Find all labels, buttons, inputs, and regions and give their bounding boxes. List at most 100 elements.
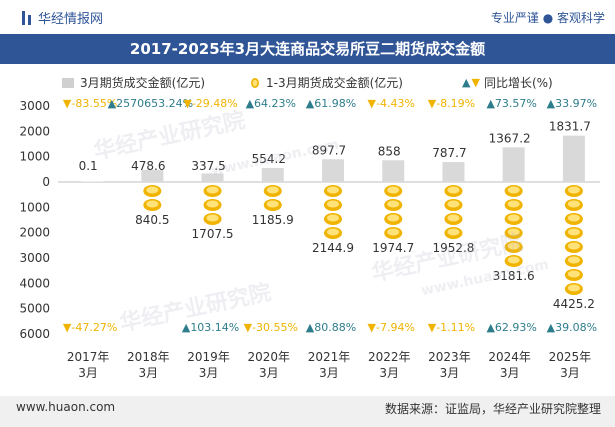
y-tick-label: 2000 xyxy=(19,124,50,138)
coin-highlight xyxy=(206,214,219,222)
x-tick-label: 2018年 xyxy=(127,350,170,364)
monthly-value-label: 787.7 xyxy=(432,146,466,160)
coin-highlight xyxy=(567,214,580,222)
footer-source: 数据来源：证监局，华经产业研究院整理 xyxy=(384,402,601,416)
cumulative-bar xyxy=(564,185,583,295)
coin-highlight xyxy=(567,228,580,236)
top-bar: 华经情报网 专业严谨 ● 客观科学 xyxy=(0,0,615,34)
monthly-bar xyxy=(201,173,224,182)
footer xyxy=(0,396,615,427)
coin-highlight xyxy=(567,256,580,264)
monthly-value-label: 0.1 xyxy=(79,159,98,173)
legend-swatch-monthly xyxy=(62,77,74,88)
monthly-growth-label: ▲2570653.24% xyxy=(108,97,193,110)
x-tick-label: 2019年 xyxy=(187,350,230,364)
cumulative-value-label: 1707.5 xyxy=(192,227,234,241)
chart-title: 2017-2025年3月大连商品交易所豆二期货成交金额 xyxy=(129,40,486,58)
title-bar xyxy=(0,34,615,64)
monthly-value-label: 478.6 xyxy=(131,159,165,173)
monthly-bar xyxy=(502,147,525,182)
x-tick-label: 2017年 xyxy=(67,350,110,364)
coin-highlight xyxy=(567,186,580,194)
y-tick-label: 1000 xyxy=(19,200,50,214)
monthly-growth-label: ▼-8.19% xyxy=(428,97,475,110)
y-tick-label: 5000 xyxy=(19,302,50,316)
cumulative-growth-label: ▲103.14% xyxy=(182,321,239,334)
x-tick-label: 2023年 xyxy=(428,350,471,364)
coin-highlight xyxy=(507,228,520,236)
coin-highlight xyxy=(447,214,460,222)
monthly-growth-label: ▼-4.43% xyxy=(368,97,415,110)
cumulative-growth-label: ▼-30.55% xyxy=(244,321,298,334)
x-tick-label: 3月 xyxy=(440,366,460,380)
x-tick-label: 2021年 xyxy=(308,350,351,364)
x-tick-label: 3月 xyxy=(199,366,219,380)
x-tick-label: 2024年 xyxy=(488,350,531,364)
legend-swatch-coin-icon xyxy=(251,77,259,88)
brand-name: 华经情报网 xyxy=(38,12,104,27)
coin-highlight xyxy=(327,200,339,208)
cumulative-growth-label: ▼-7.94% xyxy=(368,321,415,334)
monthly-value-label: 554.2 xyxy=(252,152,286,166)
tagline: 专业严谨 ● 客观科学 xyxy=(490,11,605,25)
coin-highlight xyxy=(266,200,279,208)
footer-website[interactable]: www.huaon.com xyxy=(16,400,116,414)
monthly-growth-label: ▲33.97% xyxy=(547,97,597,110)
cumulative-value-label: 3181.6 xyxy=(493,269,535,283)
coin-highlight xyxy=(447,186,460,194)
y-tick-label: 4000 xyxy=(19,276,50,290)
cumulative-growth-label: ▲62.93% xyxy=(486,321,536,334)
coin-highlight xyxy=(327,228,339,236)
coin-highlight xyxy=(567,284,580,292)
coin-highlight xyxy=(266,186,279,194)
x-tick-label: 3月 xyxy=(379,366,399,380)
cumulative-value-label: 840.5 xyxy=(135,213,169,227)
monthly-bar xyxy=(261,167,284,182)
triangle-up-icon: ▲ xyxy=(462,76,471,89)
monthly-bar xyxy=(141,169,164,182)
x-tick-label: 3月 xyxy=(500,366,520,380)
legend-label-growth: 同比增长(%) xyxy=(483,76,553,90)
cumulative-bar xyxy=(444,185,463,239)
y-tick-label: 3000 xyxy=(19,251,50,265)
monthly-bar xyxy=(562,135,585,182)
legend-label-cumulative: 1-3月期货成交金额(亿元) xyxy=(266,76,403,90)
cumulative-bar xyxy=(504,185,523,267)
x-tick-label: 2022年 xyxy=(368,350,411,364)
x-tick-label: 3月 xyxy=(259,366,279,380)
monthly-bar xyxy=(442,162,465,182)
triangle-down-icon: ▼ xyxy=(471,76,480,89)
monthly-value-label: 1831.7 xyxy=(549,120,591,134)
legend-item-growth: ▲ ▼ 同比增长(%) xyxy=(462,74,553,91)
cumulative-value-label: 2144.9 xyxy=(312,241,354,255)
legend-label-monthly: 3月期货成交金额(亿元) xyxy=(80,76,205,90)
monthly-growth-label: ▲73.57% xyxy=(486,97,536,110)
monthly-value-label: 858 xyxy=(378,144,401,158)
coin-highlight xyxy=(206,186,219,194)
legend-item-monthly: 3月期货成交金额(亿元) xyxy=(62,74,205,91)
x-tick-label: 2020年 xyxy=(248,350,291,364)
coin-highlight xyxy=(146,186,159,194)
cumulative-value-label: 4425.2 xyxy=(553,297,595,311)
x-tick-label: 3月 xyxy=(319,366,339,380)
y-tick-label: 1000 xyxy=(19,150,50,164)
coin-highlight xyxy=(507,242,520,250)
cumulative-growth-label: ▼-1.11% xyxy=(428,321,475,334)
coin-highlight xyxy=(387,214,400,222)
y-tick-label: 0 xyxy=(42,175,50,189)
coin-highlight xyxy=(206,200,219,208)
cumulative-value-label: 1974.7 xyxy=(372,241,414,255)
coin-highlight xyxy=(387,186,400,194)
y-tick-label: 2000 xyxy=(19,226,50,240)
coin-highlight xyxy=(146,200,159,208)
monthly-bar xyxy=(81,181,104,182)
coin-highlight xyxy=(387,200,400,208)
y-tick-label: 6000 xyxy=(19,327,50,341)
coin-highlight xyxy=(507,256,520,264)
monthly-value-label: 337.5 xyxy=(191,159,225,173)
cumulative-growth-label: ▲80.88% xyxy=(306,321,356,334)
cumulative-bar xyxy=(384,185,403,239)
monthly-growth-label: ▼-29.48% xyxy=(183,97,237,110)
cumulative-bar xyxy=(263,185,282,211)
coin-highlight xyxy=(327,186,339,194)
